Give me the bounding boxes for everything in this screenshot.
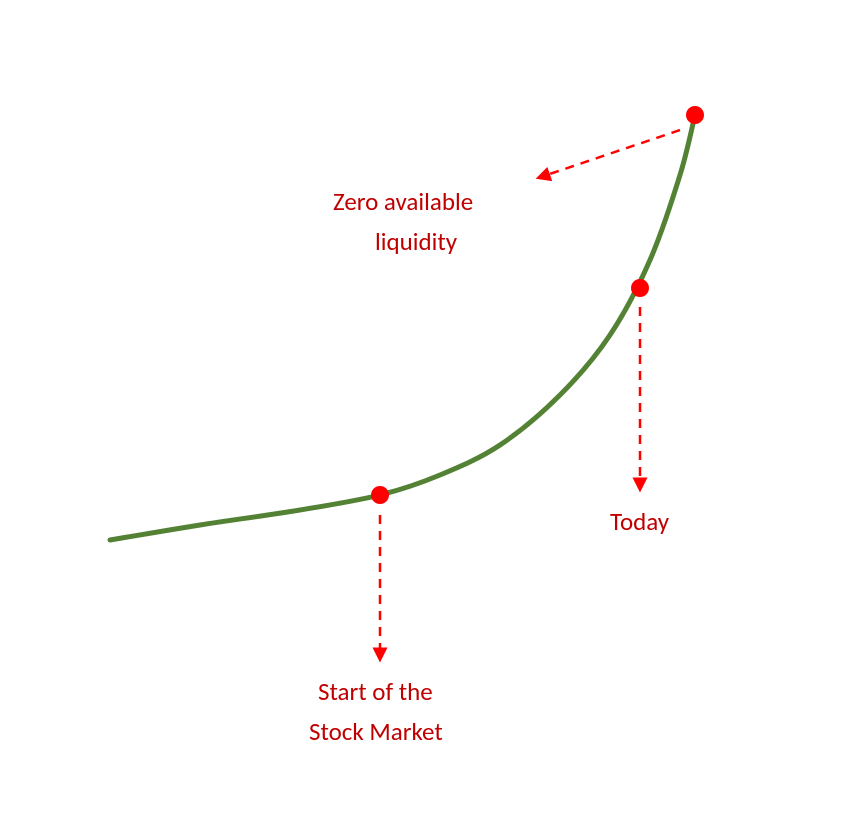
marker-today bbox=[631, 279, 649, 297]
marker-zero bbox=[686, 106, 704, 124]
growth-curve bbox=[110, 115, 695, 540]
today-label: Today bbox=[610, 506, 670, 537]
marker-start bbox=[371, 486, 389, 504]
zero-liquidity-label-line1: Zero available bbox=[333, 186, 473, 217]
data-markers bbox=[371, 106, 704, 504]
liquidity-chart: Zero available liquidity Today Start of … bbox=[0, 0, 867, 814]
zero-arrow bbox=[538, 130, 680, 178]
start-label-line1: Start of the bbox=[318, 676, 433, 707]
zero-liquidity-label-line2: liquidity bbox=[375, 226, 458, 257]
start-label-line2: Stock Market bbox=[309, 716, 443, 747]
